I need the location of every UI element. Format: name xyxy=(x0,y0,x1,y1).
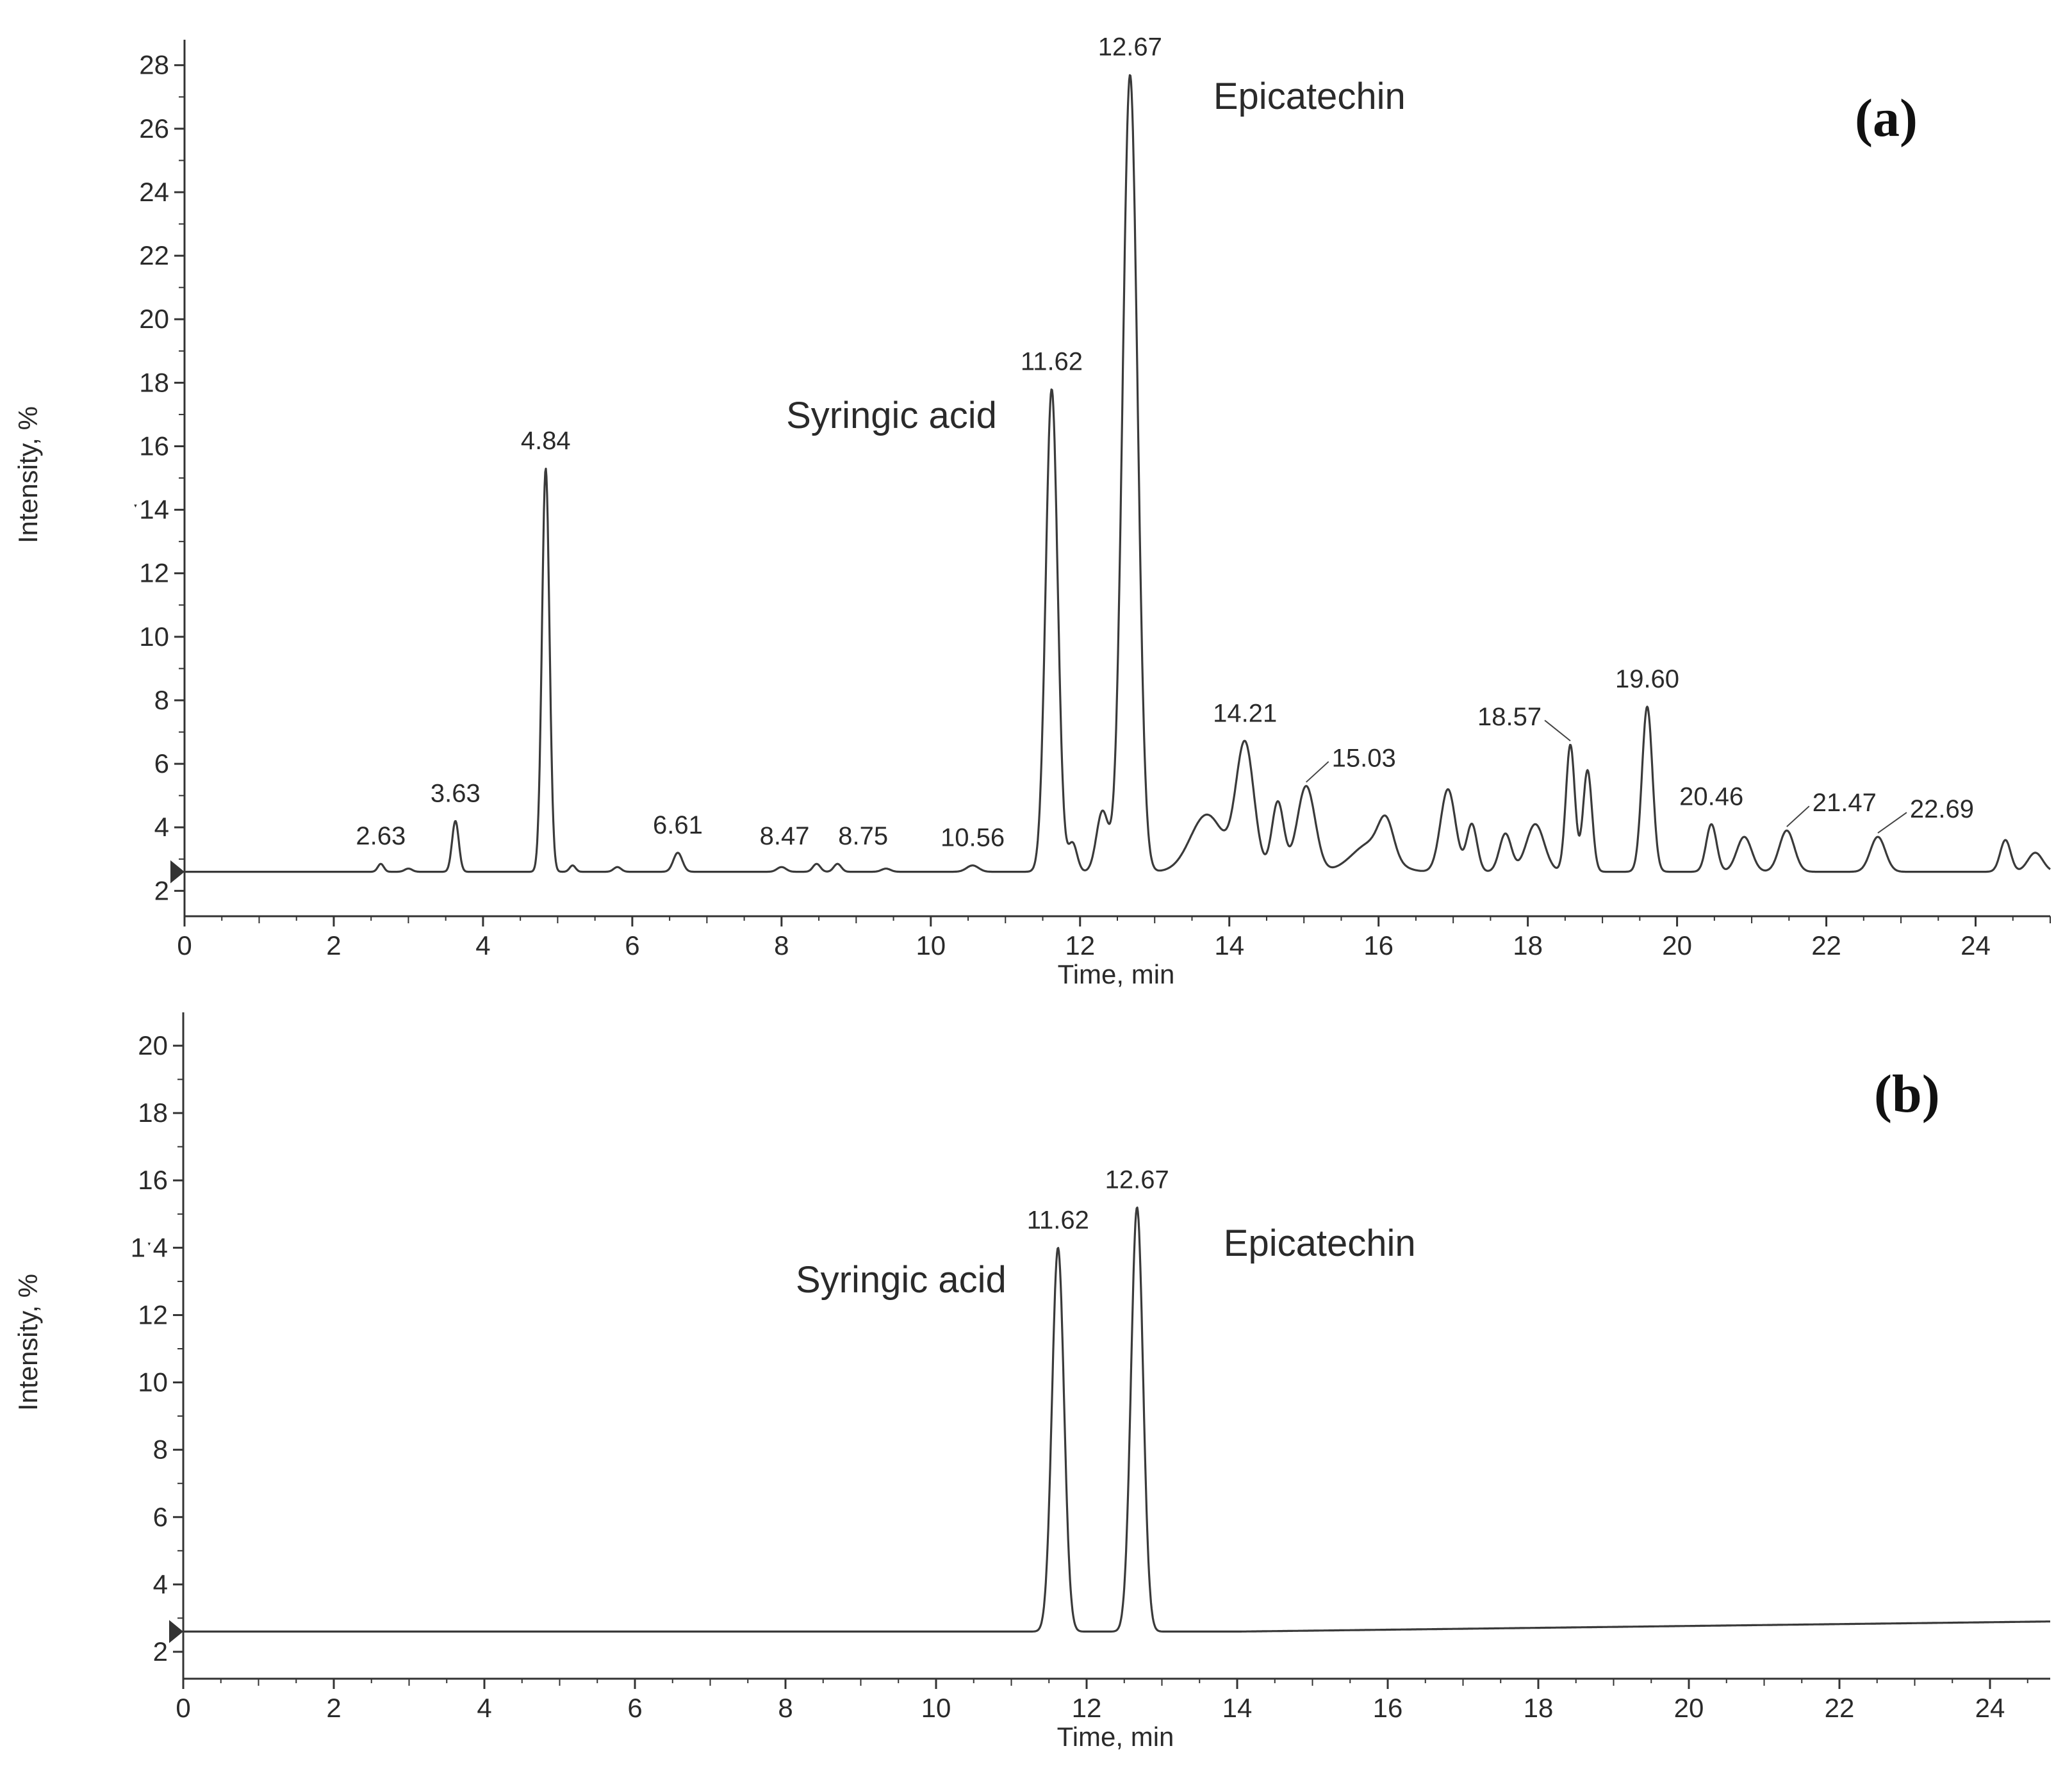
x-tick-label: 0 xyxy=(177,930,192,960)
x-tick-label: 14 xyxy=(1214,930,1244,960)
y-tick-label: 18 xyxy=(139,367,169,397)
x-tick-label: 22 xyxy=(1811,930,1841,960)
x-tick-label: 2 xyxy=(326,1693,341,1723)
peak-label: 20.46 xyxy=(1679,782,1743,811)
compound-annotation: Epicatechin xyxy=(1224,1223,1416,1264)
y-tick-label: 10 xyxy=(138,1367,168,1397)
y-tick-label: 4 xyxy=(154,812,169,842)
x-tick-label: 0 xyxy=(176,1693,190,1723)
chromatogram-trace xyxy=(183,1208,2050,1632)
peak-label: 18.57 xyxy=(1477,703,1542,731)
y-tick-label: 8 xyxy=(153,1435,168,1465)
x-tick-label: 20 xyxy=(1674,1693,1704,1723)
y-tick-label: 12 xyxy=(139,558,169,588)
x-tick-label: 6 xyxy=(625,930,639,960)
x-tick-label: 24 xyxy=(1975,1693,2005,1723)
y-tick-label: 6 xyxy=(153,1502,168,1532)
compound-annotation: Epicatechin xyxy=(1213,76,1406,117)
y-tick-label: 28 xyxy=(139,50,169,80)
x-tick-label: 18 xyxy=(1513,930,1543,960)
peak-label: 19.60 xyxy=(1615,665,1679,693)
y-tick-label: 20 xyxy=(138,1030,168,1060)
y-tick-label: 10 xyxy=(139,622,169,652)
x-tick-label: 10 xyxy=(916,930,946,960)
compound-annotation: Syringic acid xyxy=(796,1259,1007,1301)
peak-label: 11.62 xyxy=(1027,1206,1089,1234)
peak-label: 6.61 xyxy=(653,811,703,839)
x-tick-label: 10 xyxy=(921,1693,951,1723)
peak-label: 10.56 xyxy=(941,824,1005,852)
x-tick-label: 18 xyxy=(1524,1693,1554,1723)
peak-label: 8.75 xyxy=(838,822,888,850)
peak-label-leader xyxy=(1306,762,1329,782)
baseline-marker-icon xyxy=(170,861,185,884)
y-tick-label: 16 xyxy=(139,431,169,461)
x-tick-label: 6 xyxy=(627,1693,642,1723)
y-tick-label: 1ˑ4 xyxy=(131,1232,168,1262)
y-tick-label: 16 xyxy=(138,1165,168,1195)
y-tick-label: 18 xyxy=(138,1098,168,1128)
peak-label-leader xyxy=(1787,806,1809,827)
x-tick-label: 4 xyxy=(477,1693,491,1723)
x-tick-label: 14 xyxy=(1222,1693,1253,1723)
peak-label: 14.21 xyxy=(1213,699,1277,727)
peak-label: 15.03 xyxy=(1332,745,1396,773)
y-tick-label: 2 xyxy=(153,1636,168,1667)
y-tick-label: 22 xyxy=(139,240,169,270)
x-tick-label: 20 xyxy=(1662,930,1692,960)
y-axis-title: Intensity, % xyxy=(13,1274,43,1411)
chromatogram-trace xyxy=(185,75,2050,871)
y-tick-label: 8 xyxy=(154,685,169,715)
peak-label: 3.63 xyxy=(431,779,481,807)
x-axis-title: Time, min xyxy=(1058,959,1175,989)
peak-label: 11.62 xyxy=(1021,347,1083,375)
x-tick-label: 12 xyxy=(1065,930,1095,960)
x-tick-label: 8 xyxy=(778,1693,793,1723)
peak-label: 22.69 xyxy=(1910,795,1974,823)
y-tick-label: ˑ14 xyxy=(132,495,169,525)
peak-label: 8.47 xyxy=(760,822,810,850)
y-tick-label: 12 xyxy=(138,1299,168,1330)
x-tick-label: 12 xyxy=(1072,1693,1102,1723)
panel-label: (b) xyxy=(1874,1064,1940,1124)
peak-label-leader xyxy=(1878,812,1907,833)
y-tick-label: 24 xyxy=(139,177,169,207)
y-tick-label: 2 xyxy=(154,875,169,905)
y-tick-label: 4 xyxy=(153,1569,168,1599)
x-tick-label: 8 xyxy=(774,930,789,960)
y-tick-label: 26 xyxy=(139,113,169,144)
peak-label: 2.63 xyxy=(356,822,406,850)
baseline-marker-icon xyxy=(169,1620,183,1643)
x-tick-label: 16 xyxy=(1373,1693,1403,1723)
y-tick-label: 20 xyxy=(139,304,169,334)
y-tick-label: 6 xyxy=(154,748,169,778)
peak-label-leader xyxy=(1545,720,1570,741)
peak-label: 12.67 xyxy=(1098,33,1162,62)
x-tick-label: 2 xyxy=(326,930,341,960)
peak-label: 21.47 xyxy=(1813,789,1877,817)
y-axis-title: Intensity, % xyxy=(13,406,43,543)
compound-annotation: Syringic acid xyxy=(786,395,997,436)
peak-label: 4.84 xyxy=(521,427,571,455)
x-tick-label: 24 xyxy=(1961,930,1991,960)
x-tick-label: 22 xyxy=(1825,1693,1855,1723)
x-tick-label: 16 xyxy=(1363,930,1394,960)
x-axis-title: Time, min xyxy=(1057,1722,1174,1752)
peak-label: 12.67 xyxy=(1105,1165,1169,1194)
panel-label: (a) xyxy=(1855,88,1918,148)
x-tick-label: 4 xyxy=(475,930,490,960)
